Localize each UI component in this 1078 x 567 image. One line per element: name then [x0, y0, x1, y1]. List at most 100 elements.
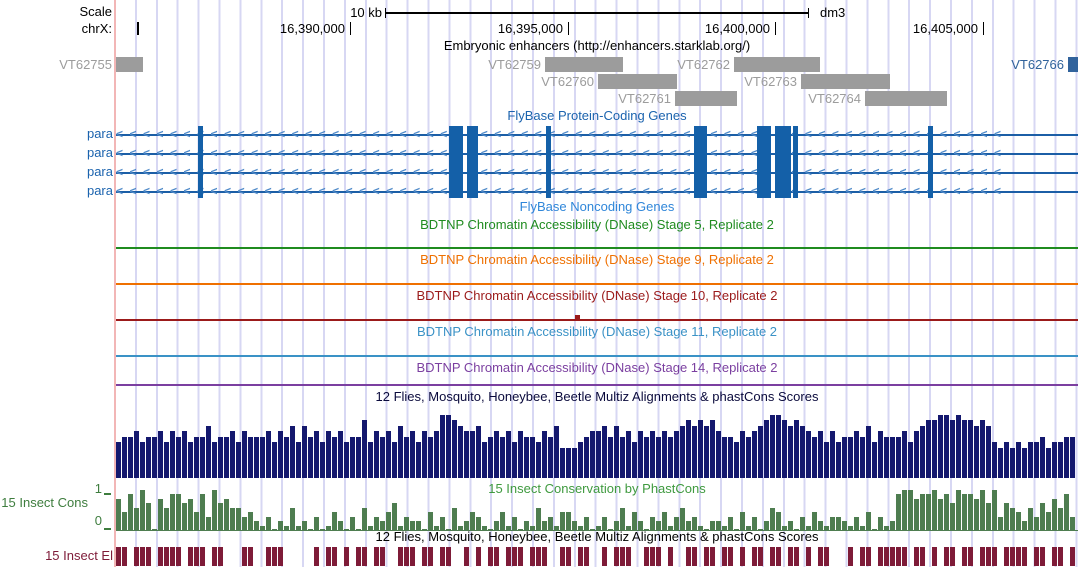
enhancer-box-vt62761[interactable] — [675, 91, 737, 106]
histogram-bar — [992, 442, 997, 478]
gene-exon-block[interactable] — [757, 126, 771, 198]
histogram-bar — [968, 420, 973, 478]
gene-exon-block[interactable] — [928, 126, 933, 198]
conserved-element-block — [824, 547, 829, 566]
conserved-element-block — [914, 547, 919, 566]
gene-para-row[interactable]: <<<<<<<<<<<<<<<<<<<<<<<<<<<<<<<<<<<<<<<<… — [116, 126, 1078, 145]
gene-label-para[interactable]: para — [86, 126, 113, 141]
enhancer-box-vt62766[interactable] — [1068, 57, 1078, 72]
histogram-bar — [830, 431, 835, 478]
enhancer-box-vt62760[interactable] — [598, 74, 677, 89]
conserved-element-block — [158, 547, 163, 566]
noncoding-track-title[interactable]: FlyBase Noncoding Genes — [519, 199, 675, 214]
enhancer-box-vt62763[interactable] — [801, 74, 890, 89]
histogram-bar — [374, 431, 379, 478]
enhancer-box-vt62764[interactable] — [865, 91, 947, 106]
histogram-bar — [296, 442, 301, 478]
gene-para-row[interactable]: <<<<<<<<<<<<<<<<<<<<<<<<<<<<<<<<<<<<<<<<… — [116, 145, 1078, 164]
strand-direction-arrows: <<<<<<<<<<<<<<<<<<<<<<<<<<<<<<<<<<<<<<<<… — [116, 165, 1008, 179]
histogram-bar — [152, 437, 157, 478]
histogram-bar — [800, 517, 805, 530]
enhancer-label-vt62759: VT62759 — [488, 57, 541, 72]
histogram-bar — [404, 437, 409, 478]
histogram-bar — [506, 431, 511, 478]
histogram-bar — [344, 442, 349, 478]
histogram-bar — [386, 431, 391, 478]
enhancers-track-title[interactable]: Embryonic enhancers (http://enhancers.st… — [443, 38, 751, 53]
histogram-bar — [356, 529, 361, 530]
conserved-element-block — [188, 547, 193, 566]
insect-elements-track[interactable] — [116, 547, 1078, 566]
histogram-bar — [830, 517, 835, 530]
histogram-bar — [356, 437, 361, 478]
conserved-element-block — [518, 547, 523, 566]
histogram-bar — [524, 437, 529, 478]
histogram-bar — [794, 529, 799, 530]
histogram-bar — [344, 529, 349, 530]
conserved-element-block — [818, 547, 823, 566]
histogram-bar — [176, 494, 181, 530]
gene-exon-block[interactable] — [546, 126, 551, 198]
histogram-bar — [698, 420, 703, 478]
histogram-bar — [116, 499, 121, 530]
conserved-element-block — [494, 547, 499, 566]
histogram-bar — [1052, 499, 1057, 530]
conserved-element-block — [1070, 547, 1075, 566]
histogram-bar — [122, 437, 127, 478]
bdtnp-stage-track-title-3[interactable]: BDTNP Chromatin Accessibility (DNase) St… — [416, 324, 778, 339]
gene-para-row[interactable]: <<<<<<<<<<<<<<<<<<<<<<<<<<<<<<<<<<<<<<<<… — [116, 164, 1078, 183]
histogram-bar — [914, 499, 919, 530]
gene-exon-block[interactable] — [694, 126, 707, 198]
multiz-conservation-histogram[interactable] — [116, 410, 1078, 478]
gene-para-row[interactable]: <<<<<<<<<<<<<<<<<<<<<<<<<<<<<<<<<<<<<<<<… — [116, 183, 1078, 202]
gene-exon-block[interactable] — [793, 126, 798, 198]
histogram-bar — [470, 431, 475, 478]
bdtnp-stage-track-title-1[interactable]: BDTNP Chromatin Accessibility (DNase) St… — [420, 252, 774, 267]
histogram-bar — [488, 437, 493, 478]
histogram-bar — [284, 437, 289, 478]
protein-coding-track-title[interactable]: FlyBase Protein-Coding Genes — [507, 108, 687, 123]
enhancer-box-vt62762[interactable] — [734, 57, 820, 72]
bdtnp-stage-track-title-4[interactable]: BDTNP Chromatin Accessibility (DNase) St… — [416, 360, 778, 375]
gene-label-para[interactable]: para — [86, 183, 113, 198]
histogram-bar — [320, 529, 325, 530]
phastcons-histogram[interactable] — [116, 490, 1078, 530]
gene-label-para[interactable]: para — [86, 145, 113, 160]
conserved-element-block — [788, 547, 793, 566]
gene-exon-block[interactable] — [198, 126, 203, 198]
enhancer-box-vt62755[interactable] — [116, 57, 143, 72]
histogram-bar — [824, 526, 829, 530]
phastcons-track-title[interactable]: 15 Insect Conservation by PhastCons — [488, 481, 706, 496]
histogram-bar — [308, 529, 313, 530]
bdtnp-stage-track-title-2[interactable]: BDTNP Chromatin Accessibility (DNase) St… — [416, 288, 778, 303]
phastcons-left-label[interactable]: 15 Insect Cons — [1, 495, 88, 510]
gene-exon-block[interactable] — [449, 126, 463, 198]
histogram-bar — [518, 529, 523, 530]
histogram-bar — [236, 508, 241, 530]
gene-exon-block[interactable] — [467, 126, 478, 198]
histogram-bar — [986, 426, 991, 478]
histogram-bar — [578, 442, 583, 478]
histogram-bar — [1016, 442, 1021, 478]
insect-elements-left-label[interactable]: 15 Insect El — [45, 548, 113, 563]
enhancer-box-vt62759[interactable] — [545, 57, 623, 72]
conserved-element-block — [584, 547, 589, 566]
histogram-bar — [410, 521, 415, 530]
bdtnp-stage-track-title-0[interactable]: BDTNP Chromatin Accessibility (DNase) St… — [420, 217, 774, 232]
multiz-track-title[interactable]: 12 Flies, Mosquito, Honeybee, Beetle Mul… — [375, 389, 819, 404]
coordinate-label: 16,405,000 — [912, 21, 978, 36]
histogram-bar — [182, 503, 187, 530]
histogram-bar — [422, 431, 427, 478]
gene-exon-block[interactable] — [775, 126, 791, 198]
multiz-scores-title[interactable]: 12 Flies, Mosquito, Honeybee, Beetle Mul… — [375, 529, 819, 544]
conserved-element-block — [356, 547, 361, 566]
histogram-bar — [548, 437, 553, 478]
histogram-bar — [350, 517, 355, 530]
gene-label-para[interactable]: para — [86, 164, 113, 179]
histogram-bar — [140, 442, 145, 478]
histogram-bar — [686, 521, 691, 530]
conserved-element-block — [374, 547, 379, 566]
histogram-bar — [518, 431, 523, 478]
conserved-element-block — [902, 547, 907, 566]
